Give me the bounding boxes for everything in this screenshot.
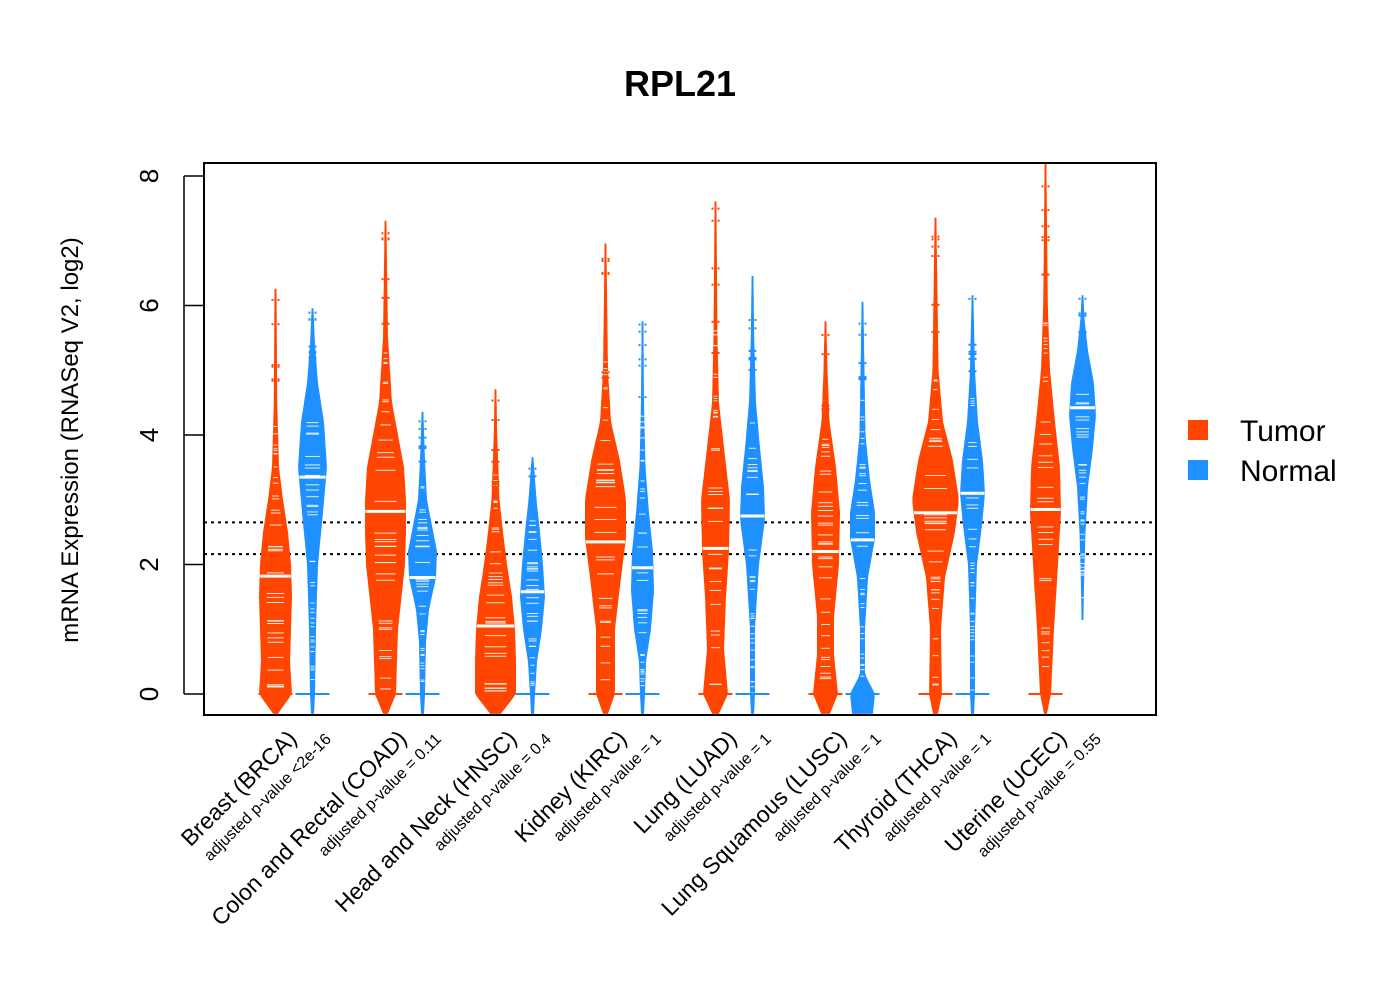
y-axis: 0 2 4 6 8	[134, 169, 204, 701]
violin-normal	[625, 321, 660, 714]
violin-normal	[295, 308, 330, 714]
violin-normal	[845, 301, 880, 714]
y-axis-label: mRNA Expression (RNASeq V2, log2)	[57, 237, 84, 643]
legend-swatch-tumor	[1188, 420, 1208, 440]
y-tick-label: 4	[134, 428, 164, 442]
violin-normal	[955, 295, 990, 714]
violin-tumor	[258, 288, 293, 714]
legend-label-normal: Normal	[1240, 455, 1337, 488]
y-tick-label: 2	[134, 557, 164, 571]
violin-tumor	[808, 321, 843, 714]
plot-frame	[203, 162, 1157, 716]
chart-title: RPL21	[624, 63, 736, 104]
violin-normal	[405, 411, 440, 714]
violin-normal	[735, 275, 770, 714]
x-axis-labels: Breast (BRCA)adjusted p-value <2e-16Colo…	[176, 725, 1105, 930]
violin-tumor	[1028, 163, 1063, 714]
plot-area	[204, 163, 1156, 714]
y-tick-label: 6	[134, 298, 164, 312]
legend-swatch-normal	[1188, 460, 1208, 480]
violin-tumor	[585, 243, 626, 714]
violin-tumor	[698, 201, 733, 714]
violin-normal	[1069, 295, 1096, 620]
violin-tumor	[365, 220, 406, 714]
y-tick-label: 0	[134, 687, 164, 701]
violin-tumor	[912, 217, 959, 714]
legend-label-tumor: Tumor	[1240, 415, 1326, 448]
y-tick-label: 8	[134, 169, 164, 183]
violin-tumor	[475, 389, 516, 714]
legend: Tumor Normal	[1188, 415, 1337, 488]
violin-normal	[515, 457, 550, 714]
